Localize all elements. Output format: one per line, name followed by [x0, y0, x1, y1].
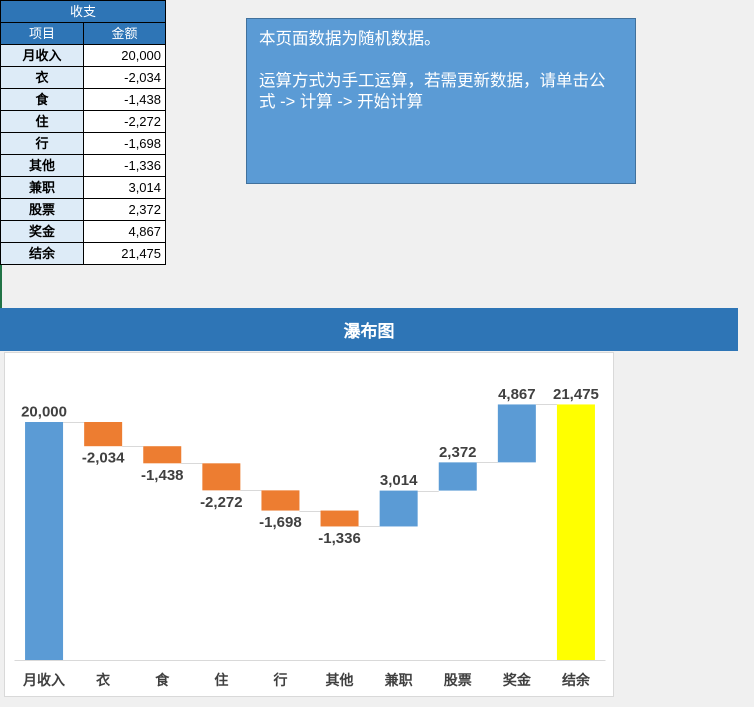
- chart-title: 瀑布图: [343, 322, 395, 341]
- amount-cell[interactable]: 20,000: [82, 44, 167, 67]
- table-row: 住 -2,272: [0, 110, 167, 133]
- note-line-2: 运算方式为手工运算，若需更新数据，请单击公式 -> 计算 -> 开始计算: [259, 72, 606, 111]
- item-cell[interactable]: 其他: [0, 154, 84, 177]
- category-labels: 月收入 衣 食 住 行 其他 兼职 股票 奖金 结余: [22, 672, 591, 688]
- category-label-0: 月收入: [22, 672, 65, 688]
- data-label-6: 3,014: [380, 472, 418, 489]
- waterfall-bar-7[interactable]: [438, 462, 477, 491]
- category-label-2: 食: [155, 672, 170, 688]
- connector-lines: [63, 404, 557, 527]
- category-label-8: 奖金: [503, 672, 532, 688]
- amount-cell[interactable]: -1,336: [82, 154, 167, 177]
- table-row: 食 -1,438: [0, 88, 167, 111]
- waterfall-bar-1[interactable]: [84, 422, 123, 447]
- table-row: 结余 21,475: [0, 242, 167, 265]
- data-label-5: -1,336: [318, 530, 361, 547]
- category-label-1: 衣: [96, 672, 111, 688]
- waterfall-chart[interactable]: 20,000 -2,034 -1,438 -2,272 -1,698 -1,336 3,01…: [4, 352, 614, 697]
- active-cell-indicator: [0, 265, 2, 308]
- item-cell[interactable]: 行: [0, 132, 84, 155]
- item-cell[interactable]: 月收入: [0, 44, 84, 67]
- amount-cell[interactable]: 4,867: [82, 220, 167, 243]
- waterfall-bar-9[interactable]: [556, 404, 595, 660]
- item-cell[interactable]: 奖金: [0, 220, 84, 243]
- item-cell[interactable]: 食: [0, 88, 84, 111]
- waterfall-bars: [25, 404, 595, 660]
- table-row: 奖金 4,867: [0, 220, 167, 243]
- amount-cell[interactable]: -1,698: [82, 132, 167, 155]
- data-label-3: -2,272: [200, 494, 243, 511]
- waterfall-bar-8[interactable]: [497, 404, 536, 463]
- data-label-7: 2,372: [439, 444, 477, 461]
- data-label-1: -2,034: [82, 450, 125, 467]
- waterfall-bar-4[interactable]: [261, 490, 300, 511]
- category-label-6: 兼职: [385, 672, 413, 688]
- waterfall-bar-6[interactable]: [379, 490, 418, 527]
- category-label-9: 结余: [562, 672, 591, 688]
- table-row: 股票 2,372: [0, 198, 167, 221]
- data-labels: 20,000 -2,034 -1,438 -2,272 -1,698 -1,336 3,01…: [21, 386, 599, 547]
- waterfall-bar-0[interactable]: [25, 422, 64, 660]
- item-cell[interactable]: 股票: [0, 198, 84, 221]
- table-row: 行 -1,698: [0, 132, 167, 155]
- category-label-3: 住: [214, 672, 228, 688]
- table-row: 衣 -2,034: [0, 66, 167, 89]
- note-textbox[interactable]: 本页面数据为随机数据。 运算方式为手工运算，若需更新数据，请单击公式 -> 计算…: [246, 18, 636, 184]
- note-line-1: 本页面数据为随机数据。: [259, 30, 441, 48]
- data-label-4: -1,698: [259, 514, 302, 531]
- amount-header-cell[interactable]: 金额: [82, 22, 167, 45]
- amount-cell[interactable]: -1,438: [82, 88, 167, 111]
- item-header-cell[interactable]: 项目: [0, 22, 84, 45]
- table-row: 其他 -1,336: [0, 154, 167, 177]
- amount-cell[interactable]: 21,475: [82, 242, 167, 265]
- amount-cell[interactable]: 3,014: [82, 176, 167, 199]
- table-title-cell[interactable]: 收支: [0, 0, 167, 23]
- waterfall-bar-5[interactable]: [320, 510, 359, 527]
- category-label-7: 股票: [444, 672, 472, 688]
- table-row: 兼职 3,014: [0, 176, 167, 199]
- budget-table: 收支 项目 金额 月收入 20,000 衣 -2,034 食 -1,438 住 …: [0, 0, 167, 265]
- table-title-row: 收支: [0, 0, 167, 23]
- table-header-row: 项目 金额: [0, 22, 167, 45]
- item-cell[interactable]: 兼职: [0, 176, 84, 199]
- category-label-4: 行: [272, 672, 287, 688]
- category-label-5: 其他: [326, 672, 354, 688]
- waterfall-plot: 20,000 -2,034 -1,438 -2,272 -1,698 -1,336 3,01…: [14, 386, 606, 688]
- item-cell[interactable]: 衣: [0, 66, 84, 89]
- waterfall-bar-3[interactable]: [202, 463, 241, 491]
- item-cell[interactable]: 结余: [0, 242, 84, 265]
- amount-cell[interactable]: -2,272: [82, 110, 167, 133]
- item-cell[interactable]: 住: [0, 110, 84, 133]
- chart-title-bar[interactable]: 瀑布图: [0, 308, 738, 351]
- data-label-0: 20,000: [21, 404, 67, 421]
- data-label-9: 21,475: [553, 386, 599, 403]
- data-label-2: -1,438: [141, 467, 184, 484]
- amount-cell[interactable]: -2,034: [82, 66, 167, 89]
- amount-cell[interactable]: 2,372: [82, 198, 167, 221]
- table-row: 月收入 20,000: [0, 44, 167, 67]
- data-label-8: 4,867: [498, 386, 536, 403]
- waterfall-bar-2[interactable]: [143, 446, 182, 464]
